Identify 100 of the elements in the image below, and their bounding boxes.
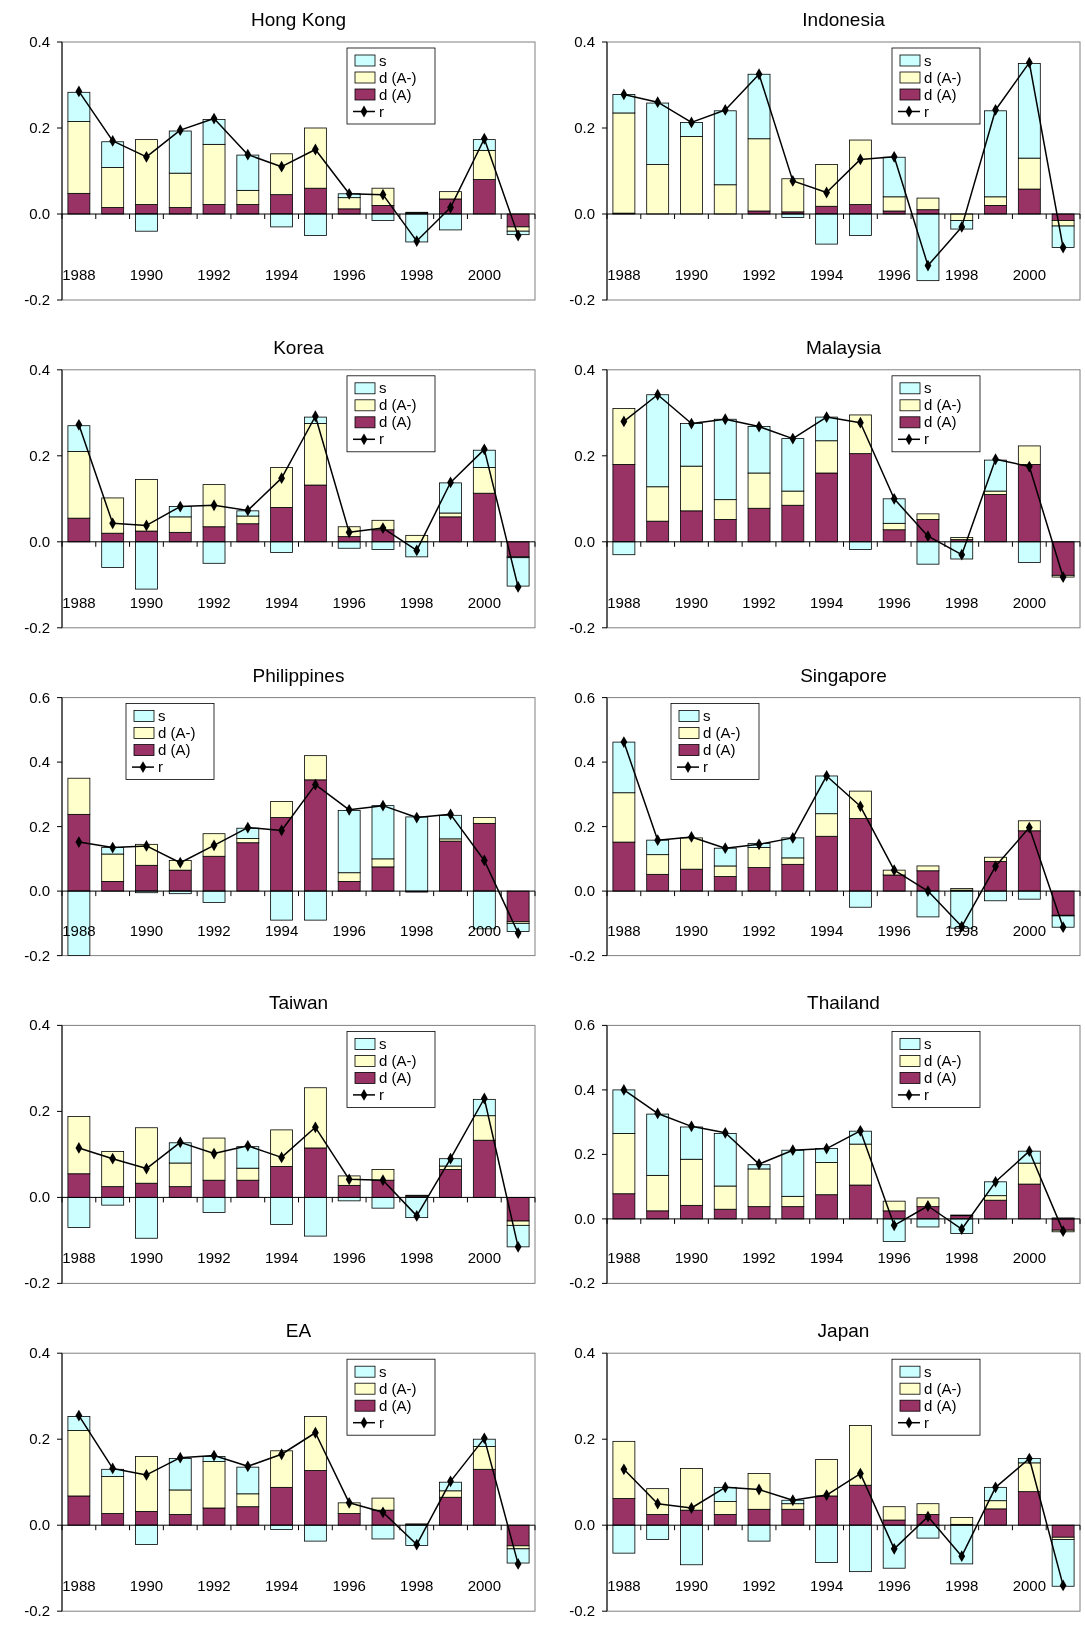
y-tick-label: 0.2: [574, 817, 595, 835]
y-tick-label: 0.4: [29, 33, 50, 50]
x-tick-label: 1988: [607, 921, 641, 939]
x-tick-label: 1990: [674, 266, 709, 283]
x-tick-label: 1994: [264, 1249, 299, 1267]
y-tick-label: -0.2: [569, 1602, 595, 1620]
legend-label: r: [379, 430, 384, 448]
chart-title: Malaysia: [806, 336, 882, 358]
y-tick-label: -0.2: [569, 618, 595, 636]
legend-label: r: [379, 102, 384, 120]
x-tick-label: 1992: [742, 266, 776, 283]
legend-label: r: [924, 1413, 929, 1431]
chart-title: Indonesia: [802, 9, 886, 30]
legend-label: s: [924, 379, 932, 397]
y-tick-label: 0.6: [29, 688, 50, 706]
x-tick-label: 1998: [400, 1577, 434, 1595]
x-tick-label: 2000: [467, 1249, 502, 1267]
x-tick-label: 1994: [264, 1577, 299, 1595]
x-tick-label: 1988: [62, 266, 96, 283]
x-tick-label: 2000: [1012, 921, 1047, 939]
x-tick-label: 2000: [1012, 593, 1047, 611]
x-tick-label: 1994: [809, 1249, 844, 1267]
y-tick-label: 0.0: [29, 205, 50, 222]
legend-label: d (A): [924, 413, 957, 431]
x-tick-label: 1996: [877, 921, 911, 939]
y-tick-label: 0.0: [29, 1516, 50, 1534]
legend-label: s: [379, 1362, 387, 1380]
x-tick-label: 1988: [607, 1249, 641, 1267]
y-tick-label: 0.4: [574, 1080, 595, 1098]
legend-label: d (A-): [158, 724, 196, 742]
y-tick-label: 0.4: [29, 753, 50, 771]
x-tick-label: 1990: [674, 1249, 709, 1267]
x-tick-label: 1988: [607, 266, 641, 283]
x-tick-label: 1988: [62, 921, 96, 939]
x-tick-label: 1996: [332, 266, 366, 283]
x-tick-label: 1996: [332, 921, 366, 939]
x-tick-label: 1992: [742, 1577, 776, 1595]
y-tick-label: 0.0: [574, 1516, 595, 1534]
chart-title: Korea: [273, 336, 325, 358]
y-tick-label: 0.4: [29, 360, 50, 378]
y-tick-label: -0.2: [569, 946, 595, 964]
x-tick-label: 1988: [607, 1577, 641, 1595]
x-tick-label: 1990: [129, 266, 164, 283]
x-tick-label: 1992: [197, 1577, 231, 1595]
x-tick-label: 1990: [129, 593, 164, 611]
y-tick-label: 0.6: [574, 688, 595, 706]
x-tick-label: 1994: [809, 921, 844, 939]
x-tick-label: 1998: [400, 266, 434, 283]
y-tick-label: 0.2: [574, 1430, 595, 1448]
legend-label: d (A-): [924, 1051, 962, 1069]
y-tick-label: 0.2: [29, 1102, 50, 1120]
legend-label: r: [379, 1413, 384, 1431]
legend-label: s: [703, 707, 711, 725]
legend-label: d (A-): [924, 1379, 962, 1397]
x-tick-label: 1998: [945, 1249, 979, 1267]
y-tick-label: -0.2: [24, 946, 50, 964]
legend-label: d (A-): [379, 68, 417, 86]
x-tick-label: 1992: [742, 593, 776, 611]
legend-label: d (A): [924, 1396, 957, 1414]
x-tick-label: 2000: [1012, 266, 1047, 283]
legend-label: d (A-): [379, 396, 417, 414]
x-tick-label: 1996: [877, 593, 911, 611]
y-tick-label: -0.2: [569, 1274, 595, 1292]
y-tick-label: 0.4: [574, 1344, 595, 1362]
legend-label: d (A-): [703, 724, 741, 742]
y-tick-label: -0.2: [24, 1274, 50, 1292]
y-tick-label: 0.0: [574, 532, 595, 550]
legend-label: r: [924, 430, 929, 448]
x-tick-label: 1992: [197, 1249, 231, 1267]
chart-title: Japan: [817, 1320, 870, 1342]
legend-label: d (A): [158, 741, 191, 759]
chart-title: Hong Kong: [250, 9, 347, 30]
x-tick-label: 1998: [945, 266, 979, 283]
y-tick-label: 0.0: [574, 1209, 595, 1227]
legend-label: s: [924, 1362, 932, 1380]
x-tick-label: 1996: [877, 266, 911, 283]
x-tick-label: 1996: [877, 1577, 911, 1595]
y-tick-label: 0.2: [574, 119, 595, 136]
chart-title: Taiwan: [268, 992, 329, 1014]
x-tick-label: 1988: [607, 593, 641, 611]
y-tick-label: -0.2: [24, 1602, 50, 1620]
x-tick-label: 1992: [197, 266, 231, 283]
chart-title: Philippines: [252, 664, 345, 686]
x-tick-label: 1998: [400, 593, 434, 611]
legend-label: s: [924, 51, 932, 69]
legend-label: r: [924, 102, 929, 120]
y-tick-label: 0.2: [29, 446, 50, 464]
x-tick-label: 1996: [332, 1577, 366, 1595]
legend-label: r: [158, 758, 163, 776]
legend-label: s: [924, 1034, 932, 1052]
legend-label: d (A-): [924, 68, 962, 86]
legend-label: r: [703, 758, 708, 776]
x-tick-label: 1998: [400, 1249, 434, 1267]
y-tick-label: 0.0: [29, 532, 50, 550]
legend-label: s: [379, 1034, 387, 1052]
y-tick-label: -0.2: [24, 618, 50, 636]
y-tick-label: 0.2: [29, 817, 50, 835]
x-tick-label: 1994: [264, 266, 299, 283]
x-tick-label: 1988: [62, 1249, 96, 1267]
legend-label: d (A): [379, 1068, 412, 1086]
